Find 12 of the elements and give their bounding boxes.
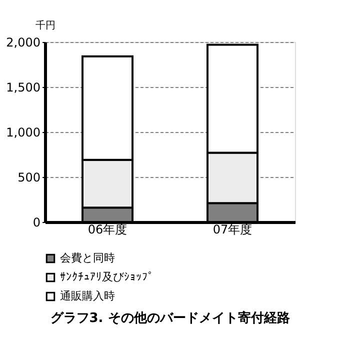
y-tick-label: 2,000 — [6, 36, 40, 50]
y-tick-label: 500 — [18, 170, 40, 184]
legend-label: 会費と同時 — [60, 252, 115, 264]
x-tick-label: 06年度 — [88, 222, 128, 236]
x-tick-label: 07年度 — [212, 222, 252, 236]
y-tick-label: 0 — [32, 216, 40, 230]
y-tick-label: 1,000 — [6, 126, 40, 140]
y-tick-label: 1,500 — [6, 80, 40, 94]
legend-label: ｻﾝｸﾁｭｱﾘ及びｼｮｯﾌﾟ — [60, 270, 154, 284]
y-axis-title: 千円 — [36, 20, 56, 32]
legend-label: 通販購入時 — [60, 290, 115, 302]
text: グラフ3. その他のバードメイト寄付経路 — [50, 310, 290, 326]
